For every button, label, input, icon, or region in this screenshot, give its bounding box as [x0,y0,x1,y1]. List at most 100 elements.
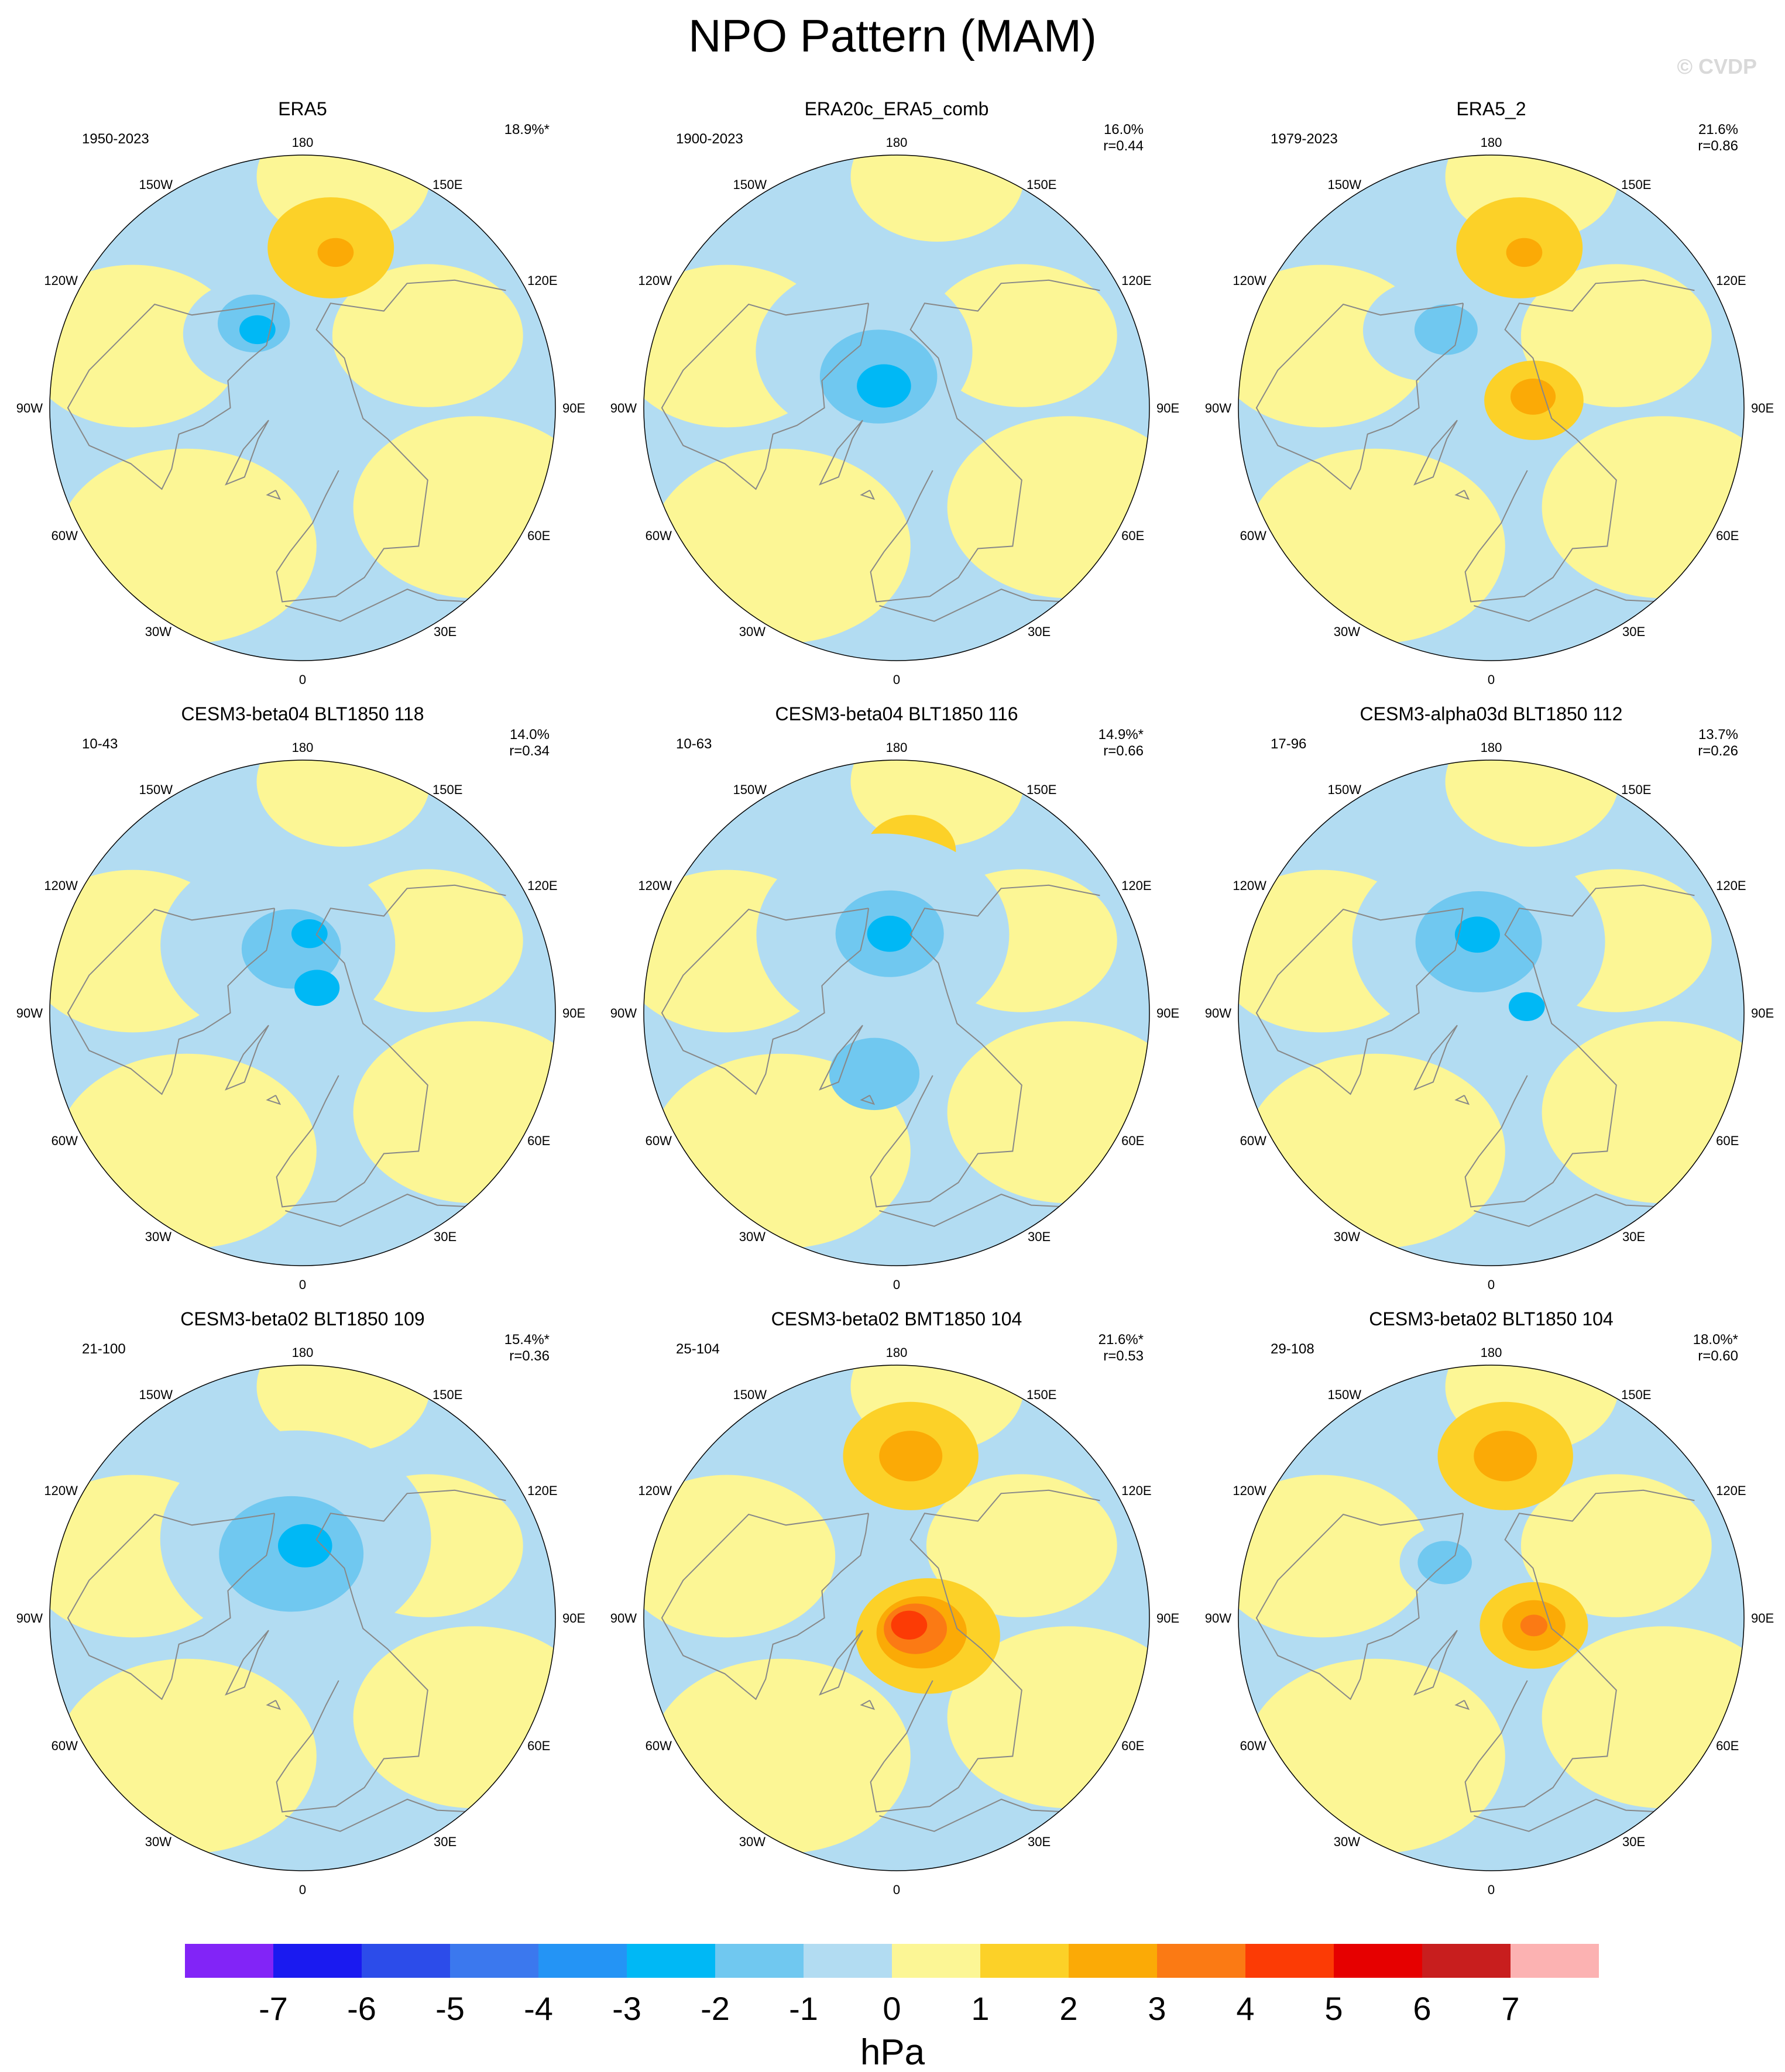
longitude-label: 30E [1622,1834,1645,1849]
longitude-label: 120W [1233,1483,1266,1498]
colorbar-box [1069,1944,1157,1978]
longitude-label: 0 [1488,1882,1495,1897]
colorbar-unit: hPa [860,2032,925,2072]
panel-years: 10-63 [676,736,712,752]
colorbar-tick-label: -7 [259,1990,288,2027]
map-boundary [49,1365,556,1871]
colorbar-box [980,1944,1069,1978]
longitude-label: 150W [733,177,767,192]
anomaly-contour [317,238,354,267]
figure-title: NPO Pattern (MAM) [688,10,1097,61]
positive-region [332,264,523,407]
longitude-label: 90W [16,1611,43,1626]
panel-variance: 15.4%* [504,1332,550,1348]
panel-correlation: r=0.66 [1103,743,1144,759]
longitude-label: 150E [432,177,462,192]
colorbar-tick-label: 5 [1324,1990,1343,2027]
panel-title: CESM3-beta02 BLT1850 109 [180,1308,424,1329]
panel-variance: 18.0%* [1693,1332,1738,1348]
panel-correlation: r=0.60 [1698,1348,1738,1364]
longitude-label: 90W [610,1006,637,1020]
coastline [819,420,863,486]
longitude-label: 30E [434,624,456,639]
longitude-label: 30E [1622,624,1645,639]
longitude-label: 30E [1028,1229,1051,1244]
coastline [1413,420,1458,486]
longitude-label: 150W [139,1387,173,1402]
coastline [819,1630,863,1696]
map-field [50,760,555,1266]
coastline [1255,1513,1464,1700]
longitude-label: 180 [1481,740,1502,755]
positive-region [1238,1475,1430,1638]
longitude-label: 90E [1751,401,1774,415]
colorbar-box [538,1944,627,1978]
longitude-label: 0 [893,672,900,687]
map-boundary [643,760,1150,1266]
coastline [225,1630,269,1696]
coastline [276,884,506,1208]
map-panel: CESM3-beta02 BLT1850 109 21-100 15.4%*r=0.… [16,1308,585,1897]
longitude-label: 60E [1716,1738,1739,1753]
map-boundary [1238,154,1745,661]
longitude-label: 60W [646,1738,672,1753]
coastline [1413,1025,1458,1091]
longitude-label: 180 [1481,1345,1502,1360]
panel-variance: 18.9%* [504,122,550,138]
longitude-label: 150W [139,782,173,797]
longitude-label: 60E [1121,1133,1144,1148]
longitude-label: 30W [1334,624,1360,639]
positive-region [650,1658,911,1854]
longitude-label: 90W [610,401,637,415]
panel-years: 21-100 [82,1341,126,1357]
longitude-label: 30W [739,624,766,639]
map-field [1238,1365,1744,1871]
longitude-label: 150E [432,1387,462,1402]
anomaly-contour [239,315,276,345]
longitude-label: 60W [52,1133,78,1148]
longitude-label: 150W [733,782,767,797]
longitude-label: 120W [1233,273,1266,288]
anomaly-contour [291,919,328,949]
longitude-label: 60E [1716,1133,1739,1148]
map-boundary [1238,1365,1745,1871]
anomaly-contour [857,364,911,408]
longitude-label: 150E [1027,782,1056,797]
colorbar-tick-label: -2 [701,1990,730,2027]
longitude-label: 0 [1488,1277,1495,1292]
longitude-label: 30W [145,624,171,639]
positive-region [644,1475,836,1638]
panel-title: CESM3-beta02 BLT1850 104 [1369,1308,1613,1329]
longitude-label: 90E [1156,1611,1179,1626]
map-field [50,155,555,661]
anomaly-contour [829,1037,920,1111]
map-boundary [49,154,556,661]
positive-region [1520,1474,1712,1617]
longitude-label: 150W [1328,782,1362,797]
coastline [1464,884,1695,1208]
longitude-label: 120W [44,878,78,893]
longitude-label: 150W [1328,177,1362,192]
longitude-label: 30W [1334,1834,1360,1849]
longitude-label: 30E [1622,1229,1645,1244]
positive-region [56,448,317,644]
positive-region [353,1021,555,1204]
colorbar-tick-label: -5 [435,1990,465,2027]
colorbar-box [1334,1944,1422,1978]
colorbar-tick-label: 6 [1413,1990,1431,2027]
colorbar-box [185,1944,273,1978]
longitude-label: 120W [44,1483,78,1498]
anomaly-contour [1454,916,1500,953]
colorbar-labels: -7 -6 -5 -4 -3 -2 -1 0 1 2 3 4 5 6 7 [259,1990,1519,2027]
positive-region [926,1474,1117,1617]
anomaly-contour [1508,992,1545,1021]
panel-years: 25-104 [676,1341,720,1357]
positive-region [353,1626,555,1809]
coastline [67,303,276,490]
map-boundary [49,760,556,1266]
coastline [285,588,465,622]
longitude-label: 60W [646,1133,672,1148]
map-boundary [1238,760,1745,1266]
positive-region [650,448,911,644]
panel-years: 1900-2023 [676,131,743,147]
